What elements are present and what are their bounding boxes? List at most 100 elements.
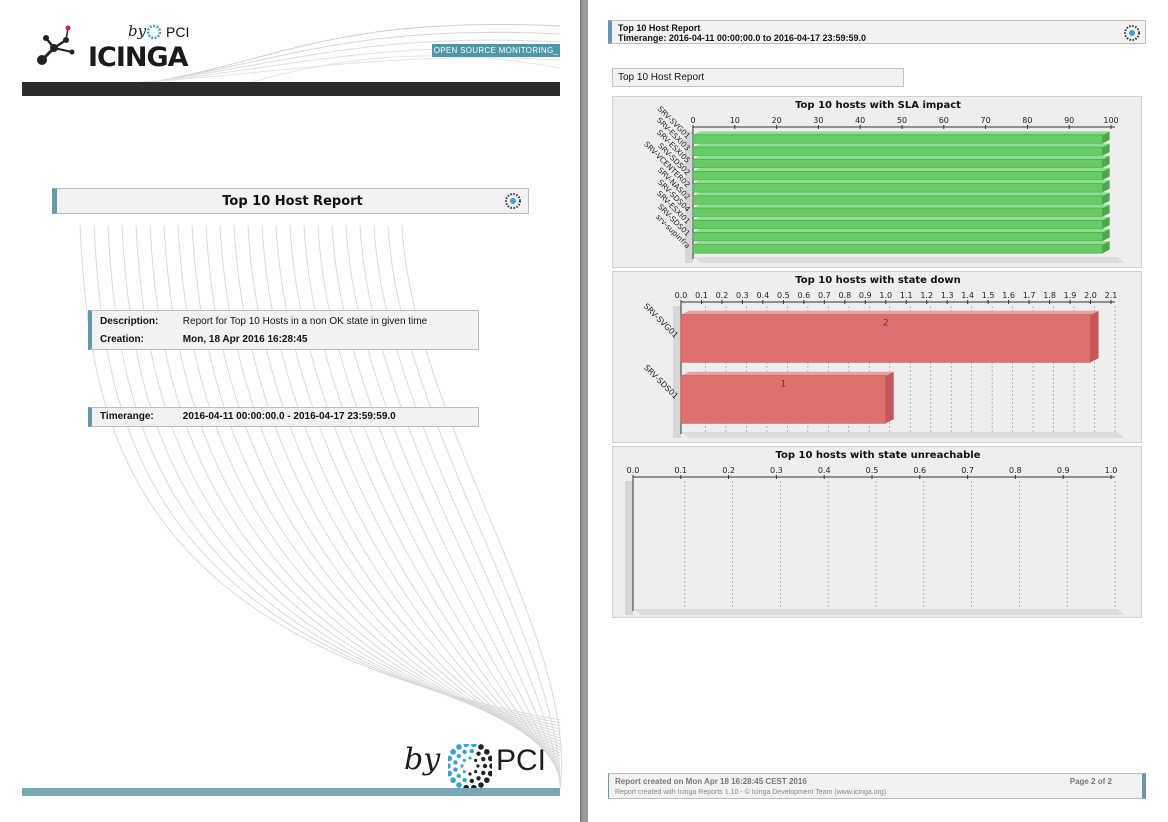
bar-top (693, 155, 1110, 160)
bar (692, 195, 1103, 205)
bar (692, 232, 1103, 242)
pci-dot (456, 744, 462, 750)
creation-row: Creation: Mon, 18 Apr 2016 16:28:45 (100, 334, 307, 345)
bar (692, 158, 1103, 169)
decorative-curve (303, 224, 561, 769)
x-tick-label: 0.4 (757, 291, 770, 300)
pci-dot (462, 777, 467, 783)
bar (692, 146, 1103, 156)
x-tick-label: 2.0 (1084, 291, 1097, 300)
x-tick-label: 0.5 (866, 466, 879, 475)
x-tick-label: 50 (897, 116, 907, 125)
description-row: Description: Report for Top 10 Hosts in … (100, 316, 427, 327)
x-tick-label: 1.2 (920, 291, 933, 300)
plot-wall (625, 481, 633, 615)
pci-dot (484, 749, 490, 755)
x-tick-label: 0.4 (818, 466, 831, 475)
pci-dot (450, 777, 456, 783)
decorative-curve (289, 224, 561, 766)
bar-side (885, 371, 894, 424)
timerange-row: Timerange: 2016-04-11 00:00:00.0 - 2016-… (100, 411, 396, 422)
x-tick-label: 0.5 (777, 291, 790, 300)
decorative-curve (149, 224, 561, 736)
decorative-curve (261, 224, 561, 760)
bar-side (1102, 192, 1110, 205)
x-tick-label: 0.0 (675, 291, 688, 300)
pci-dot (481, 756, 486, 762)
plot-floor (693, 257, 1125, 263)
pci-dot (481, 770, 486, 776)
state-down-chart: Top 10 hosts with state down 0.0 0.1 0.2 0.3… (642, 275, 1125, 438)
decorative-curve (177, 224, 561, 742)
pci-emblem-icon (505, 193, 521, 209)
pci-dot (463, 744, 469, 748)
report-info-box: Description: Report for Top 10 Hosts in … (88, 310, 479, 350)
pci-dot (487, 755, 492, 762)
decorative-curve (373, 224, 561, 784)
x-tick-label: 0.7 (961, 466, 974, 475)
bar-top (693, 241, 1110, 245)
footer-created: Report created on Mon Apr 18 16:28:45 CE… (615, 777, 807, 786)
x-tick-label: 70 (981, 116, 991, 125)
x-tick-label: 90 (1064, 116, 1074, 125)
chart-title: Top 10 hosts with state down (795, 275, 961, 286)
data-label: 2 (883, 319, 889, 329)
pci-dot (456, 773, 461, 779)
header-band (22, 82, 560, 96)
decorative-curve (107, 224, 561, 727)
bar-top (681, 310, 1099, 315)
x-tick-label: 0 (690, 116, 695, 125)
timerange-value: 2016-04-11 00:00:00.0 - 2016-04-17 23:59… (182, 411, 396, 422)
x-tick-label: 1.3 (941, 291, 954, 300)
decorative-curve (331, 224, 561, 775)
page-header: Top 10 Host Report Timerange: 2016-04-11… (608, 20, 1146, 44)
sla-impact-chart: Top 10 hosts with SLA impact 0 10 20 30 40 50 6… (642, 100, 1125, 263)
decorative-curve (79, 224, 561, 721)
icinga-wordmark: ICINGA (88, 42, 189, 73)
chart-panel-down: Top 10 hosts with state down 0.0 0.1 0.2 0.3… (612, 271, 1142, 443)
pci-label: PCI (166, 24, 190, 40)
plot-floor (681, 432, 1125, 438)
chart-title: Top 10 hosts with state unreachable (776, 450, 981, 461)
x-tick-label: 100 (1103, 116, 1118, 125)
pci-dot (487, 770, 492, 777)
x-tick-label: 0.8 (1009, 466, 1022, 475)
pci-dot (460, 764, 464, 768)
bar-side (1102, 228, 1110, 241)
pci-dot (489, 763, 492, 769)
x-tick-label: 0.1 (695, 291, 708, 300)
bar-side (1102, 167, 1110, 180)
bar (692, 219, 1103, 230)
footer-pci-label: PCI (496, 744, 547, 777)
header-title: Top 10 Host Report (618, 23, 701, 33)
timerange-box: Timerange: 2016-04-11 00:00:00.0 - 2016-… (88, 407, 479, 427)
footer-band (22, 788, 560, 796)
plot-floor (633, 609, 1125, 615)
pci-dot (453, 767, 458, 772)
tagline-badge: OPEN SOURCE MONITORING_ (432, 44, 560, 57)
x-tick-label: 0.2 (716, 291, 729, 300)
x-tick-label: 0.2 (722, 466, 735, 475)
description-value: Report for Top 10 Hosts in a non OK stat… (182, 316, 428, 327)
decorative-curve (317, 224, 561, 772)
pci-dot (462, 758, 466, 762)
pci-emblem-icon (1124, 25, 1140, 41)
bar (692, 183, 1103, 193)
bar-top (693, 131, 1110, 135)
decorative-curve (387, 224, 561, 787)
x-tick-label: 0.9 (859, 291, 872, 300)
pci-dot (474, 758, 478, 762)
state-unreachable-chart: Top 10 hosts with state unreachable 0.0 0.… (625, 450, 1125, 615)
pci-dot (471, 784, 477, 788)
x-tick-label: 0.3 (736, 291, 749, 300)
pci-dot (468, 772, 472, 776)
bar-top (693, 192, 1110, 196)
pci-dot (471, 744, 477, 748)
pci-dot (450, 749, 456, 755)
x-tick-label: 2.1 (1105, 291, 1118, 300)
background-curves (79, 224, 563, 790)
pci-dot (448, 770, 453, 777)
description-label: Description: (100, 316, 159, 327)
decorative-curve (191, 224, 561, 745)
pci-dot (476, 776, 481, 781)
